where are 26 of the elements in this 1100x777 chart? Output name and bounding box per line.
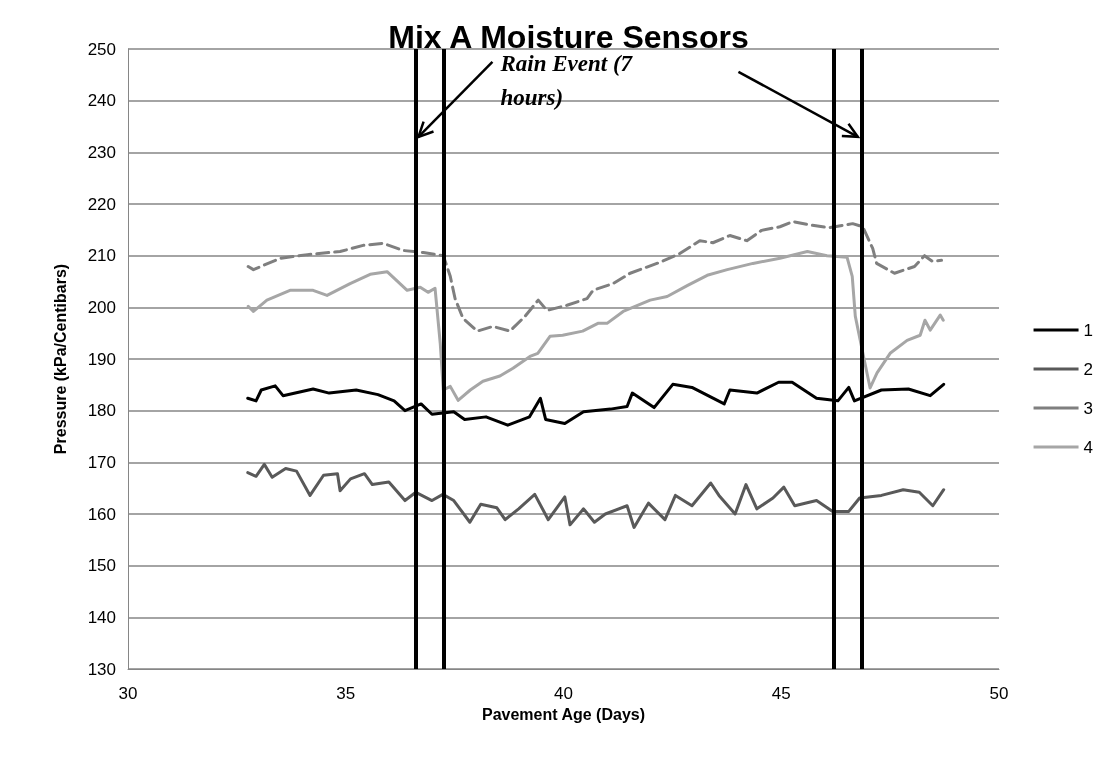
x-tick-label: 35 (336, 684, 356, 703)
x-tick-label: 50 (989, 684, 1009, 703)
x-axis-title: Pavement Age (Days) (481, 706, 646, 724)
legend-label: 2 (1083, 359, 1094, 379)
legend-label: 3 (1083, 398, 1094, 418)
line-series (246, 462, 946, 529)
y-tick-label: 130 (87, 659, 116, 679)
y-axis-title: Pressure (kPa/Centibars) (51, 263, 69, 455)
x-tick-label: 40 (554, 684, 573, 703)
y-tick-label: 230 (87, 142, 116, 162)
y-tick-label: 210 (87, 246, 116, 266)
y-tick-label: 180 (87, 401, 116, 421)
y-tick-label: 140 (87, 607, 116, 627)
y-tick-label: 240 (87, 91, 116, 111)
y-tick-label: 220 (87, 194, 116, 214)
x-tick-label: 30 (118, 684, 138, 703)
legend-label: 1 (1083, 320, 1094, 340)
y-tick-label: 160 (87, 504, 116, 524)
y-tick-label: 150 (87, 556, 116, 576)
y-tick-label: 190 (87, 349, 116, 369)
line-series (246, 250, 945, 402)
x-tick-label: 45 (771, 684, 791, 703)
legend-label: 4 (1083, 437, 1094, 457)
y-tick-label: 250 (87, 39, 116, 59)
y-tick-label: 170 (87, 452, 116, 472)
y-tick-label: 200 (87, 297, 116, 317)
